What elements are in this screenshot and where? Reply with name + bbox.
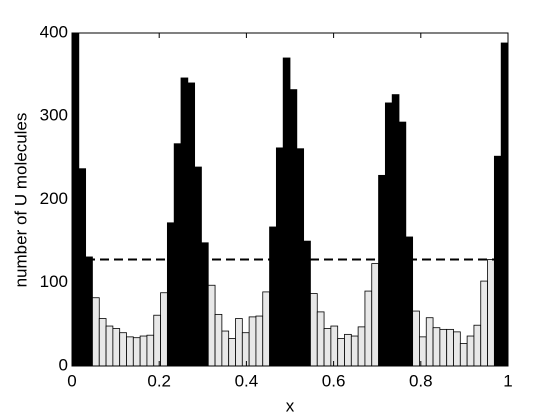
bar bbox=[323, 328, 332, 367]
bar bbox=[412, 310, 420, 367]
bar bbox=[160, 292, 168, 367]
bar bbox=[132, 337, 141, 367]
bar bbox=[139, 335, 148, 367]
bar bbox=[126, 336, 134, 367]
x-tick-label: 0.6 bbox=[322, 371, 346, 390]
bar bbox=[241, 332, 250, 367]
bar bbox=[446, 328, 454, 367]
y-tick-label: 0 bbox=[59, 355, 68, 374]
x-tick-label: 1 bbox=[503, 371, 512, 390]
bar bbox=[78, 168, 87, 367]
bar bbox=[235, 318, 243, 367]
bar bbox=[378, 174, 386, 367]
bar bbox=[473, 324, 482, 367]
bar bbox=[98, 318, 107, 367]
y-tick-label: 400 bbox=[40, 22, 68, 41]
bar bbox=[289, 89, 298, 367]
bar bbox=[173, 143, 182, 367]
bar bbox=[207, 284, 216, 367]
bar bbox=[187, 82, 196, 367]
bar bbox=[146, 334, 155, 367]
y-axis-label: number of U molecules bbox=[11, 113, 30, 288]
x-tick-label: 0.2 bbox=[147, 371, 171, 390]
bar bbox=[350, 335, 359, 367]
bar bbox=[119, 332, 127, 367]
bar bbox=[255, 315, 264, 367]
bar bbox=[453, 331, 461, 367]
bar bbox=[214, 313, 223, 367]
bar bbox=[262, 291, 270, 367]
bar bbox=[194, 166, 202, 367]
bar bbox=[105, 325, 114, 367]
bar bbox=[344, 333, 352, 367]
bar bbox=[459, 343, 468, 367]
x-tick-label: 0.8 bbox=[409, 371, 433, 390]
bar bbox=[330, 325, 339, 367]
bar bbox=[357, 326, 366, 367]
bar bbox=[85, 256, 93, 367]
bar bbox=[487, 259, 495, 367]
bar bbox=[310, 293, 318, 367]
bar bbox=[398, 121, 407, 367]
bar bbox=[248, 316, 257, 367]
bar bbox=[282, 57, 291, 367]
bar bbox=[371, 263, 379, 367]
bar bbox=[337, 338, 345, 367]
bar bbox=[316, 311, 325, 367]
bar bbox=[92, 297, 100, 367]
bar bbox=[432, 327, 441, 367]
y-tick-label: 300 bbox=[40, 106, 68, 125]
bar bbox=[425, 317, 434, 367]
bar bbox=[180, 77, 189, 367]
bar bbox=[112, 328, 121, 367]
bar bbox=[221, 330, 230, 367]
bar bbox=[364, 290, 373, 367]
bar bbox=[493, 155, 502, 367]
y-tick-label: 100 bbox=[40, 272, 68, 291]
bar bbox=[405, 236, 414, 367]
bar bbox=[269, 226, 277, 367]
bar bbox=[500, 42, 509, 367]
bar bbox=[201, 242, 209, 367]
bar bbox=[228, 338, 236, 367]
bar bbox=[166, 222, 175, 367]
bar bbox=[275, 147, 284, 367]
y-tick-label: 200 bbox=[40, 189, 68, 208]
bar bbox=[480, 280, 488, 367]
x-tick-label: 0 bbox=[67, 371, 76, 390]
bar bbox=[296, 148, 305, 367]
bar bbox=[439, 328, 448, 367]
bar bbox=[466, 335, 475, 367]
x-axis-label: x bbox=[286, 396, 295, 415]
bar bbox=[384, 102, 393, 367]
bar bbox=[153, 314, 161, 367]
bar bbox=[391, 94, 400, 367]
x-tick-label: 0.4 bbox=[235, 371, 259, 390]
